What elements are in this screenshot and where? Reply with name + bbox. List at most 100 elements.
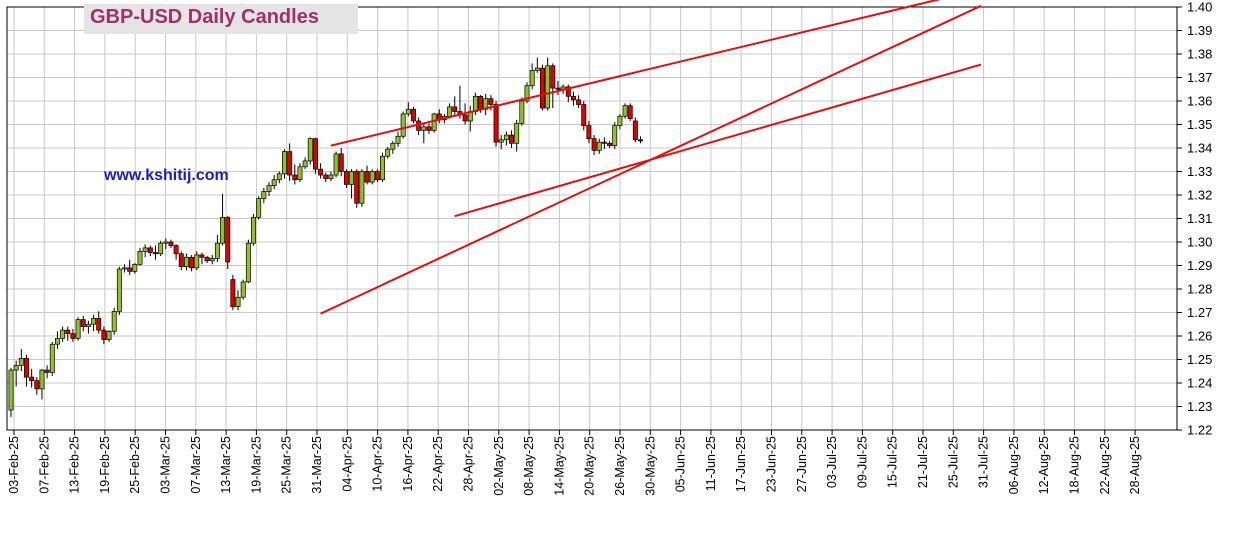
candle-up: [369, 169, 375, 185]
candle-up: [421, 123, 427, 144]
candle-down: [318, 163, 324, 179]
x-tick-label: 02-May-25: [492, 436, 506, 496]
candle-up: [106, 330, 112, 342]
candle-up: [49, 341, 55, 376]
x-tick-label: 27-Jun-25: [795, 436, 809, 492]
x-tick-label: 09-Jul-25: [855, 436, 869, 488]
x-tick-label: 03-Mar-25: [159, 436, 173, 494]
candle-body: [209, 258, 215, 262]
candle-body: [462, 114, 468, 122]
candle-body: [54, 338, 60, 345]
candle-body: [256, 198, 262, 218]
candle-body: [617, 115, 623, 127]
gridlines: [7, 6, 1177, 431]
candle-up: [529, 63, 535, 90]
y-tick-label: 1.40: [1187, 0, 1212, 15]
candle-up: [256, 196, 262, 220]
candle-body: [565, 86, 571, 97]
candle-up: [194, 251, 200, 271]
candle-body: [65, 329, 71, 335]
candle-up: [503, 131, 509, 146]
candle-up: [390, 140, 396, 154]
y-tick-label: 1.33: [1187, 164, 1212, 179]
candle-down: [168, 239, 174, 248]
candle-body: [447, 106, 453, 117]
candle-down: [601, 137, 607, 150]
y-tick-label: 1.39: [1187, 23, 1212, 38]
candle-body: [189, 256, 195, 269]
candle-up: [266, 182, 272, 197]
x-tick-label: 28-Apr-25: [462, 436, 476, 492]
x-tick-label: 12-Aug-25: [1037, 436, 1051, 494]
candle-body: [173, 245, 179, 255]
candle-down: [343, 169, 349, 188]
candle-down: [101, 326, 107, 345]
candle-body: [405, 108, 411, 115]
candle-up: [431, 112, 437, 133]
candle-body: [596, 141, 602, 151]
candle-body: [106, 330, 112, 340]
candle-body: [524, 85, 530, 102]
candle-down: [565, 84, 571, 103]
y-tick-label: 1.31: [1187, 211, 1212, 226]
y-tick-label: 1.24: [1187, 376, 1212, 391]
candle-body: [163, 241, 169, 244]
candle-body: [137, 251, 143, 265]
candle-body: [111, 310, 117, 332]
candle-down: [591, 135, 597, 156]
candle-up: [132, 263, 138, 274]
candle-up: [111, 307, 117, 335]
candle-body: [116, 268, 122, 312]
candle-down: [323, 172, 329, 183]
candle-up: [13, 360, 19, 387]
candle-body: [261, 191, 267, 199]
candle-body: [364, 171, 370, 183]
candle-up: [54, 331, 60, 349]
x-tick-label: 08-May-25: [522, 436, 536, 496]
candle-body: [204, 256, 210, 262]
candle-body: [627, 105, 633, 119]
candle-body: [570, 95, 576, 101]
candle-down: [204, 256, 210, 264]
candle-up: [400, 111, 406, 139]
candle-body: [550, 65, 556, 89]
candle-body: [80, 319, 86, 327]
x-axis: 03-Feb-25 07-Feb-25 13-Feb-25 19-Feb-25 25-F…: [7, 430, 1142, 496]
x-tick-label: 03-Jul-25: [825, 436, 839, 488]
y-tick-label: 1.37: [1187, 70, 1212, 85]
candle-body: [385, 148, 391, 157]
candle-body: [369, 171, 375, 183]
candle-up: [328, 171, 334, 181]
candle-up: [612, 122, 618, 150]
candle-body: [85, 323, 91, 327]
candle-down: [576, 95, 582, 109]
candle-body: [529, 70, 535, 87]
x-tick-label: 26-May-25: [613, 436, 627, 496]
candle-down: [581, 101, 587, 131]
trendline: [330, 0, 941, 147]
candle-up: [297, 163, 303, 183]
candle-body: [297, 166, 303, 181]
candle-up: [385, 146, 391, 159]
candle-body: [338, 153, 344, 172]
candle-down: [493, 101, 499, 147]
candle-down: [638, 136, 643, 144]
candle-up: [617, 113, 623, 130]
x-tick-label: 15-Jul-25: [886, 436, 900, 488]
x-tick-label: 25-Mar-25: [280, 436, 294, 494]
candle-down: [312, 137, 318, 174]
x-tick-label: 25-Jul-25: [946, 436, 960, 488]
candle-body: [235, 296, 241, 307]
candle-up: [39, 368, 45, 400]
candle-up: [596, 138, 602, 154]
candle-up: [235, 290, 241, 311]
candle-up: [91, 314, 97, 332]
candle-body: [400, 113, 406, 137]
x-tick-label: 19-Mar-25: [249, 436, 263, 494]
candle-body: [638, 139, 643, 142]
candle-body: [354, 171, 360, 204]
candle-up: [302, 157, 308, 170]
candle-down: [632, 117, 638, 143]
candle-body: [287, 151, 293, 176]
